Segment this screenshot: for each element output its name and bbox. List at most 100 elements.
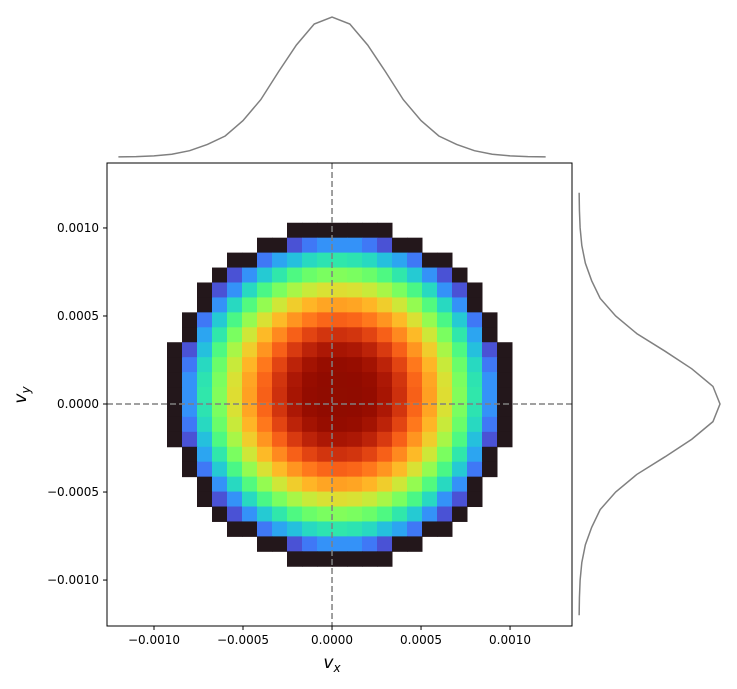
bin — [467, 401, 483, 418]
bin — [242, 342, 258, 358]
x-axis-label: vx — [323, 653, 341, 675]
bin — [257, 506, 273, 522]
bin — [437, 372, 453, 388]
bin — [467, 327, 483, 343]
bin — [197, 476, 213, 493]
bin — [317, 237, 333, 254]
bin — [317, 342, 333, 358]
bin — [392, 521, 408, 537]
bin — [407, 282, 423, 298]
bin — [227, 372, 243, 388]
bin — [302, 297, 318, 313]
bin — [422, 252, 438, 269]
bin — [317, 387, 333, 403]
bin — [347, 416, 363, 433]
bin — [377, 416, 393, 433]
bin — [362, 312, 378, 328]
bin — [332, 297, 348, 313]
bin — [377, 431, 393, 448]
bin — [167, 342, 183, 358]
bin — [437, 387, 453, 403]
bin — [302, 476, 318, 493]
bin — [272, 327, 288, 343]
bin — [257, 401, 273, 418]
bin — [362, 297, 378, 313]
bin — [422, 416, 438, 433]
bin — [302, 312, 318, 328]
bin — [422, 387, 438, 403]
y-label-main: v — [11, 393, 31, 404]
bin — [227, 267, 243, 283]
bin — [347, 327, 363, 343]
bin — [317, 551, 333, 567]
bin — [362, 416, 378, 433]
bin — [407, 506, 423, 522]
bin — [272, 476, 288, 493]
y-axis-label: vy — [11, 386, 33, 404]
bin — [422, 401, 438, 418]
bin — [257, 372, 273, 388]
bin — [362, 521, 378, 537]
bin — [452, 342, 468, 358]
bin — [362, 491, 378, 508]
bin — [317, 401, 333, 418]
bin — [302, 551, 318, 567]
bin — [332, 551, 348, 567]
bin — [362, 282, 378, 298]
bin — [302, 282, 318, 298]
bin — [362, 461, 378, 478]
bin — [347, 312, 363, 328]
bin — [377, 327, 393, 343]
bin — [467, 476, 483, 493]
bin — [407, 267, 423, 283]
bin — [377, 536, 393, 552]
bin — [242, 416, 258, 433]
bin — [362, 342, 378, 358]
bin — [287, 327, 303, 343]
bin — [482, 312, 498, 328]
bin — [347, 372, 363, 388]
bin — [467, 282, 483, 298]
bin — [167, 416, 183, 433]
bin — [452, 461, 468, 478]
bin — [422, 372, 438, 388]
bin — [242, 372, 258, 388]
bin — [407, 312, 423, 328]
bin — [227, 446, 243, 463]
bin — [377, 491, 393, 508]
bin — [377, 237, 393, 254]
bin — [377, 282, 393, 298]
bin — [182, 327, 198, 343]
bin — [302, 506, 318, 522]
bin — [362, 222, 378, 239]
bin — [287, 267, 303, 283]
bin — [452, 357, 468, 373]
bin — [317, 282, 333, 298]
bin — [407, 536, 423, 552]
bin — [437, 476, 453, 493]
bin — [227, 431, 243, 448]
bin — [272, 401, 288, 418]
bin — [392, 536, 408, 552]
bin — [437, 297, 453, 313]
bin — [407, 416, 423, 433]
bin — [212, 297, 228, 313]
bin — [482, 401, 498, 418]
bin — [287, 357, 303, 373]
bin — [392, 506, 408, 522]
bin — [272, 446, 288, 463]
bin — [227, 461, 243, 478]
bin — [347, 431, 363, 448]
bin — [317, 431, 333, 448]
bin — [392, 461, 408, 478]
bin — [422, 431, 438, 448]
bin — [302, 491, 318, 508]
bin — [332, 222, 348, 239]
bin — [227, 521, 243, 537]
bin — [437, 446, 453, 463]
bin — [347, 387, 363, 403]
bin — [212, 416, 228, 433]
bin — [182, 431, 198, 448]
bin — [242, 267, 258, 283]
bin — [257, 536, 273, 552]
